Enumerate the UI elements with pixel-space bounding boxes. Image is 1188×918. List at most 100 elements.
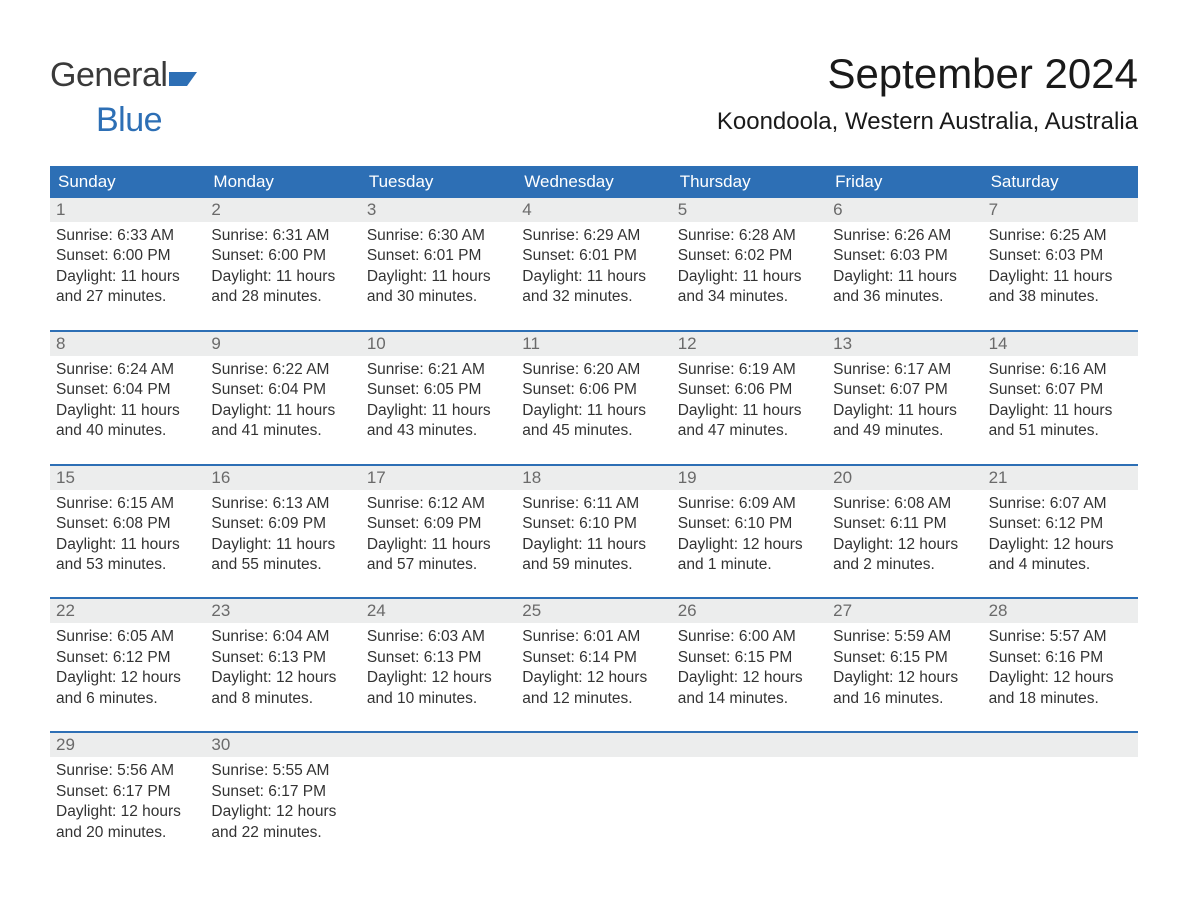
daylight-text-line2: and 28 minutes.	[211, 287, 354, 307]
sunset-text: Sunset: 6:01 PM	[522, 246, 665, 266]
sunrise-text: Sunrise: 6:28 AM	[678, 226, 821, 246]
sunset-text: Sunset: 6:03 PM	[989, 246, 1132, 266]
daylight-text-line2: and 47 minutes.	[678, 421, 821, 441]
header: General Blue September 2024 Koondoola, W…	[50, 50, 1138, 148]
sunrise-text: Sunrise: 6:26 AM	[833, 226, 976, 246]
daylight-text-line2: and 6 minutes.	[56, 689, 199, 709]
daylight-text-line1: Daylight: 12 hours	[211, 802, 354, 822]
daylight-text-line1: Daylight: 12 hours	[833, 668, 976, 688]
daylight-text-line2: and 22 minutes.	[211, 823, 354, 843]
day-cell	[672, 757, 827, 851]
day-cell: Sunrise: 6:24 AMSunset: 6:04 PMDaylight:…	[50, 356, 205, 450]
sunrise-text: Sunrise: 6:20 AM	[522, 360, 665, 380]
day-cell: Sunrise: 6:20 AMSunset: 6:06 PMDaylight:…	[516, 356, 671, 450]
day-cell: Sunrise: 6:29 AMSunset: 6:01 PMDaylight:…	[516, 222, 671, 316]
day-cell: Sunrise: 6:04 AMSunset: 6:13 PMDaylight:…	[205, 623, 360, 717]
day-cell: Sunrise: 5:57 AMSunset: 6:16 PMDaylight:…	[983, 623, 1138, 717]
sunset-text: Sunset: 6:01 PM	[367, 246, 510, 266]
day-number: 13	[827, 332, 982, 356]
daylight-text-line1: Daylight: 11 hours	[56, 535, 199, 555]
sunrise-text: Sunrise: 6:00 AM	[678, 627, 821, 647]
daylight-text-line2: and 45 minutes.	[522, 421, 665, 441]
daylight-text-line1: Daylight: 12 hours	[678, 668, 821, 688]
sunset-text: Sunset: 6:15 PM	[678, 648, 821, 668]
logo-word2: Blue	[96, 101, 162, 139]
daylight-text-line2: and 36 minutes.	[833, 287, 976, 307]
sunrise-text: Sunrise: 6:13 AM	[211, 494, 354, 514]
sunrise-text: Sunrise: 6:19 AM	[678, 360, 821, 380]
sunrise-text: Sunrise: 5:57 AM	[989, 627, 1132, 647]
sunset-text: Sunset: 6:04 PM	[56, 380, 199, 400]
day-number: 24	[361, 599, 516, 623]
day-number	[672, 733, 827, 757]
flag-icon	[169, 68, 201, 91]
daylight-text-line2: and 55 minutes.	[211, 555, 354, 575]
location-subtitle: Koondoola, Western Australia, Australia	[717, 108, 1138, 136]
sunset-text: Sunset: 6:12 PM	[989, 514, 1132, 534]
sunrise-text: Sunrise: 6:33 AM	[56, 226, 199, 246]
day-cell: Sunrise: 6:01 AMSunset: 6:14 PMDaylight:…	[516, 623, 671, 717]
sunset-text: Sunset: 6:17 PM	[56, 782, 199, 802]
day-number: 26	[672, 599, 827, 623]
daylight-text-line2: and 2 minutes.	[833, 555, 976, 575]
day-cell	[361, 757, 516, 851]
daylight-text-line2: and 38 minutes.	[989, 287, 1132, 307]
daylight-text-line2: and 57 minutes.	[367, 555, 510, 575]
calendar-week: 22232425262728Sunrise: 6:05 AMSunset: 6:…	[50, 597, 1138, 717]
day-cell	[983, 757, 1138, 851]
daylight-text-line1: Daylight: 12 hours	[989, 535, 1132, 555]
day-cell: Sunrise: 6:21 AMSunset: 6:05 PMDaylight:…	[361, 356, 516, 450]
daylight-text-line1: Daylight: 12 hours	[678, 535, 821, 555]
day-cell: Sunrise: 5:56 AMSunset: 6:17 PMDaylight:…	[50, 757, 205, 851]
sunset-text: Sunset: 6:14 PM	[522, 648, 665, 668]
sunrise-text: Sunrise: 6:30 AM	[367, 226, 510, 246]
sunrise-text: Sunrise: 6:11 AM	[522, 494, 665, 514]
day-number: 9	[205, 332, 360, 356]
sunset-text: Sunset: 6:15 PM	[833, 648, 976, 668]
sunrise-text: Sunrise: 6:17 AM	[833, 360, 976, 380]
daylight-text-line2: and 10 minutes.	[367, 689, 510, 709]
title-block: September 2024 Koondoola, Western Austra…	[717, 50, 1138, 136]
day-cell: Sunrise: 6:11 AMSunset: 6:10 PMDaylight:…	[516, 490, 671, 584]
daylight-text-line1: Daylight: 12 hours	[833, 535, 976, 555]
day-number: 4	[516, 198, 671, 222]
sunrise-text: Sunrise: 6:09 AM	[678, 494, 821, 514]
sunrise-text: Sunrise: 6:21 AM	[367, 360, 510, 380]
day-number: 25	[516, 599, 671, 623]
sunrise-text: Sunrise: 6:24 AM	[56, 360, 199, 380]
daylight-text-line1: Daylight: 12 hours	[211, 668, 354, 688]
day-cell: Sunrise: 6:28 AMSunset: 6:02 PMDaylight:…	[672, 222, 827, 316]
day-number	[516, 733, 671, 757]
daylight-text-line1: Daylight: 11 hours	[367, 535, 510, 555]
daylight-text-line2: and 12 minutes.	[522, 689, 665, 709]
day-number-row: 891011121314	[50, 332, 1138, 356]
day-cell: Sunrise: 6:12 AMSunset: 6:09 PMDaylight:…	[361, 490, 516, 584]
day-number: 29	[50, 733, 205, 757]
day-cell: Sunrise: 6:26 AMSunset: 6:03 PMDaylight:…	[827, 222, 982, 316]
daylight-text-line1: Daylight: 11 hours	[211, 267, 354, 287]
day-number: 5	[672, 198, 827, 222]
sunrise-text: Sunrise: 6:29 AM	[522, 226, 665, 246]
daylight-text-line1: Daylight: 11 hours	[522, 535, 665, 555]
day-cell: Sunrise: 6:31 AMSunset: 6:00 PMDaylight:…	[205, 222, 360, 316]
daylight-text-line1: Daylight: 12 hours	[56, 802, 199, 822]
sunrise-text: Sunrise: 6:12 AM	[367, 494, 510, 514]
day-cell: Sunrise: 5:55 AMSunset: 6:17 PMDaylight:…	[205, 757, 360, 851]
day-number: 28	[983, 599, 1138, 623]
sunrise-text: Sunrise: 6:01 AM	[522, 627, 665, 647]
sunset-text: Sunset: 6:17 PM	[211, 782, 354, 802]
daylight-text-line1: Daylight: 12 hours	[56, 668, 199, 688]
sunset-text: Sunset: 6:07 PM	[989, 380, 1132, 400]
day-number: 23	[205, 599, 360, 623]
day-number: 20	[827, 466, 982, 490]
sunset-text: Sunset: 6:06 PM	[678, 380, 821, 400]
day-number: 3	[361, 198, 516, 222]
sunrise-text: Sunrise: 6:04 AM	[211, 627, 354, 647]
day-number: 11	[516, 332, 671, 356]
day-cell: Sunrise: 6:08 AMSunset: 6:11 PMDaylight:…	[827, 490, 982, 584]
calendar-week: 1234567Sunrise: 6:33 AMSunset: 6:00 PMDa…	[50, 198, 1138, 316]
day-of-week-header: Sunday Monday Tuesday Wednesday Thursday…	[50, 166, 1138, 198]
day-cell: Sunrise: 6:03 AMSunset: 6:13 PMDaylight:…	[361, 623, 516, 717]
dow-wednesday: Wednesday	[516, 166, 671, 198]
daylight-text-line2: and 16 minutes.	[833, 689, 976, 709]
